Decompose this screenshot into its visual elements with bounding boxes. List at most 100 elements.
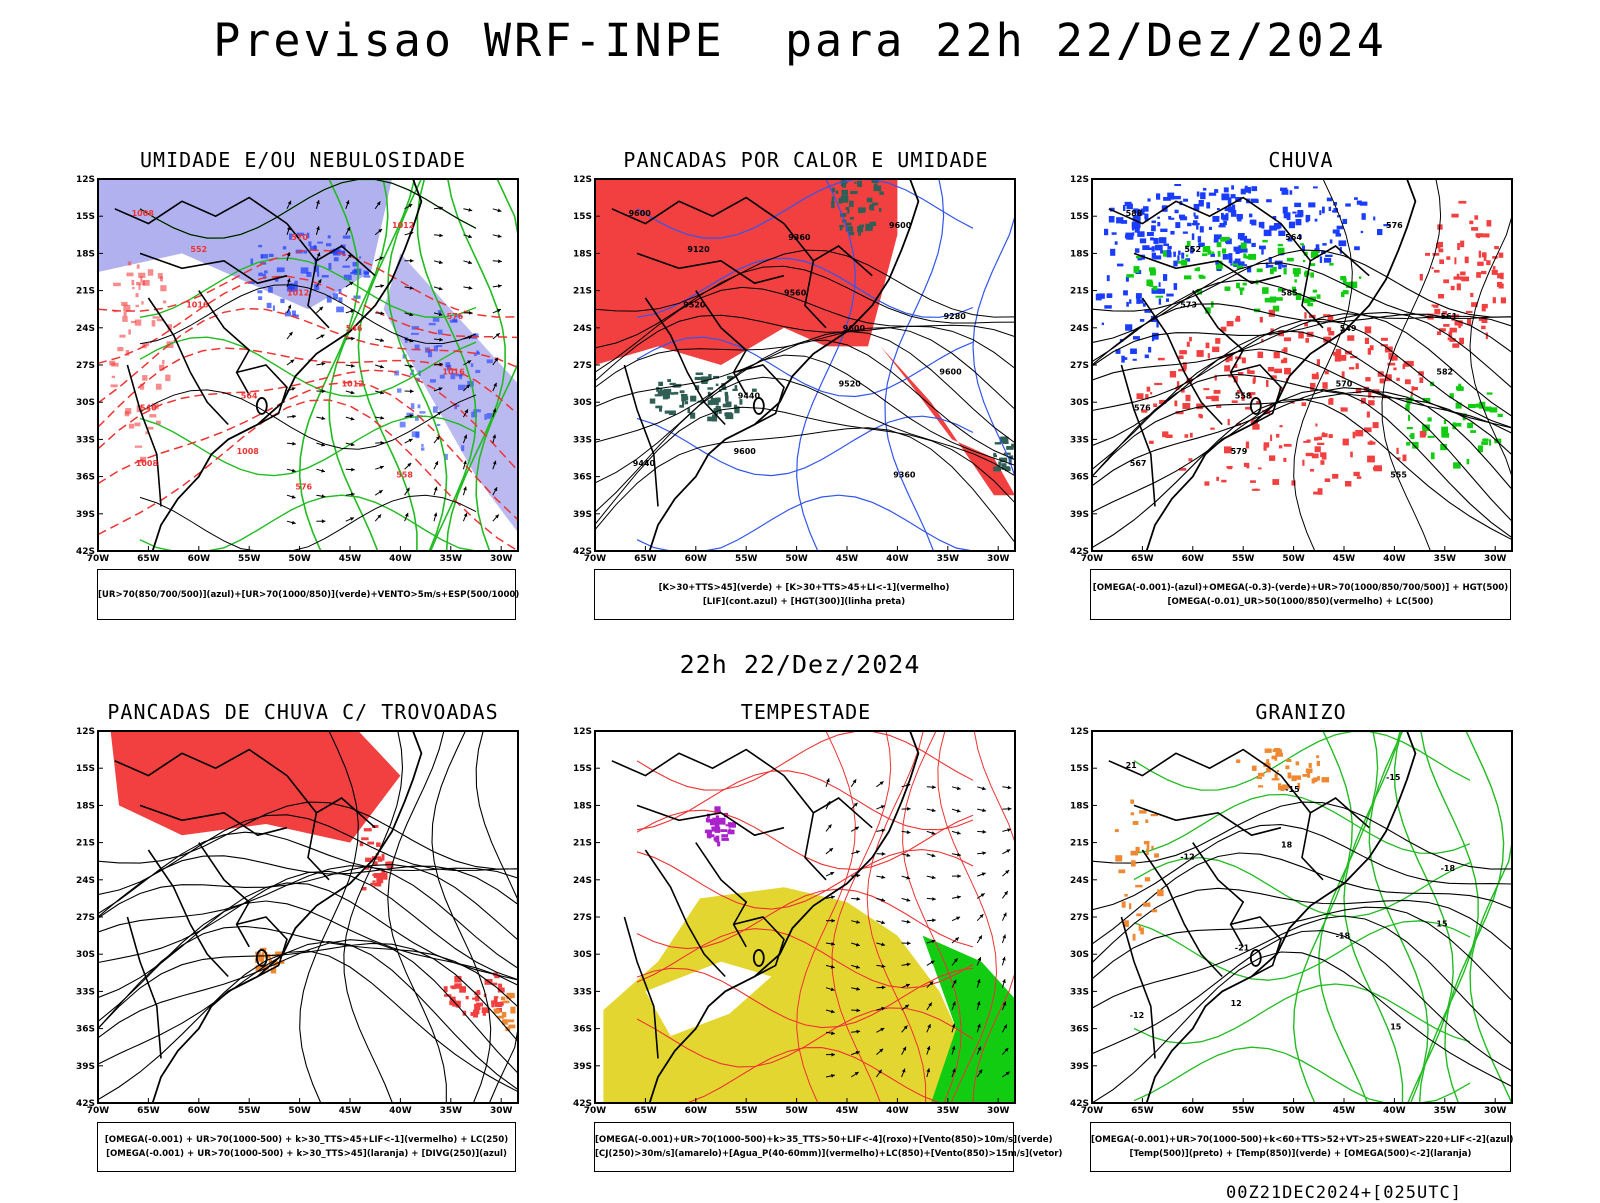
- panel-4-legend-line-1: [OMEGA(-0.001) + UR>70(1000-500) + k>30_…: [98, 1133, 515, 1147]
- precip-red-speck: [1476, 233, 1484, 237]
- longitude-label: 45W: [1333, 1106, 1356, 1116]
- red-contour-speck: [136, 305, 140, 307]
- precip-red-speck: [1154, 383, 1162, 385]
- humidity-core-speck: [314, 284, 319, 290]
- precip-red-speck: [1332, 474, 1338, 479]
- precip-red-speck: [1380, 378, 1385, 383]
- omega-blue-speck: [1115, 241, 1118, 245]
- precip-red-speck: [1244, 463, 1249, 467]
- contour-label: 9600: [843, 324, 866, 333]
- omega-blue-speck: [1320, 256, 1322, 263]
- panel-5-legend-line-1: [OMEGA(-0.001)+UR>70(1000-500)+k>35_TTS>…: [595, 1133, 1013, 1147]
- contour-label: 555: [1390, 471, 1407, 480]
- omega-blue-speck: [1214, 189, 1218, 193]
- longitude-label: 40W: [886, 1106, 909, 1116]
- omega-blue-speck: [1160, 229, 1167, 232]
- latitude-label: 30S: [1070, 950, 1089, 960]
- omega-green-speck: [1408, 415, 1410, 421]
- humidity-core-speck: [363, 271, 368, 275]
- latitude-label: 27S: [1070, 361, 1089, 371]
- latitude-label: 36S: [76, 1025, 95, 1035]
- instability-green-speck: [995, 442, 1001, 444]
- instability-green-speck: [831, 201, 835, 208]
- omega-blue-speck: [1282, 190, 1289, 195]
- latitude-label: 36S: [573, 473, 592, 483]
- precip-red-speck: [1355, 430, 1363, 437]
- precip-red-speck: [1189, 337, 1192, 342]
- omega-blue-speck: [1228, 253, 1232, 259]
- latitude-label: 39S: [1070, 1062, 1089, 1072]
- precip-red-speck: [1210, 428, 1214, 430]
- latitude-label: 18S: [76, 801, 95, 811]
- precip-red-speck: [1497, 282, 1502, 287]
- precip-red-speck: [1198, 414, 1201, 418]
- contour-label: -18: [1441, 864, 1456, 873]
- precip-red-speck: [1179, 355, 1184, 359]
- omega-green-speck: [1273, 267, 1277, 272]
- contour-label: 564: [241, 392, 258, 401]
- omega-orange-speck: [1131, 851, 1138, 856]
- omega-blue-speck: [1322, 243, 1326, 246]
- omega-blue-speck: [1147, 248, 1153, 251]
- omega-orange-speck: [1154, 853, 1159, 857]
- omega-orange-speck: [1236, 759, 1240, 763]
- latitude-label: 36S: [1070, 473, 1089, 483]
- instability-green-speck: [682, 399, 684, 405]
- contour-label: 15: [1436, 920, 1448, 929]
- precip-red-speck: [1260, 317, 1263, 323]
- omega-blue-speck: [1157, 222, 1160, 226]
- omega-blue-speck: [1137, 231, 1144, 237]
- latitude-label: 30S: [573, 950, 592, 960]
- instability-green-speck: [865, 228, 872, 231]
- omega-blue-speck: [1231, 194, 1236, 198]
- latitude-label: 24S: [573, 876, 592, 886]
- omega-orange-speck: [1122, 901, 1126, 907]
- thunderstorm-speck: [372, 880, 375, 882]
- longitude-label: 35W: [937, 1106, 960, 1116]
- precip-red-speck: [1365, 377, 1370, 381]
- thunderstorm-speck: [495, 1002, 503, 1007]
- thunderstorm-speck: [475, 996, 477, 1002]
- omega-blue-speck: [1145, 355, 1149, 359]
- precip-red-speck: [1274, 352, 1280, 358]
- omega-blue-speck: [1174, 184, 1181, 186]
- instability-green-speck: [867, 198, 873, 203]
- orange-speck: [510, 1007, 515, 1014]
- contour-label: 21: [1126, 761, 1138, 770]
- omega-blue-speck: [1156, 193, 1160, 199]
- thunderstorm-speck: [367, 842, 374, 845]
- omega-green-speck: [1241, 243, 1247, 249]
- red-contour-speck: [132, 280, 135, 285]
- precip-red-speck: [1197, 350, 1204, 357]
- humidity-core-speck: [308, 241, 311, 246]
- panel-2-legend-line-2: [LIF](cont.azul) + [HGT(300)](linha pret…: [595, 595, 1013, 609]
- panel-4-legend-line-2: [OMEGA(-0.001) + UR>70(1000-500) + k>30_…: [98, 1147, 515, 1161]
- contour-label: 9440: [633, 459, 656, 468]
- latitude-label: 30S: [573, 398, 592, 408]
- precip-red-speck: [1269, 455, 1275, 461]
- omega-green-speck: [1126, 274, 1134, 278]
- omega-orange-speck: [1312, 779, 1315, 784]
- longitude-label: 40W: [389, 554, 412, 564]
- omega-orange-speck: [1258, 773, 1265, 777]
- instability-green-speck: [690, 396, 696, 402]
- omega-blue-speck: [1237, 214, 1243, 219]
- omega-blue-speck: [1117, 264, 1123, 267]
- humidity-core-speck: [473, 409, 481, 412]
- omega-orange-speck: [1145, 820, 1148, 824]
- precip-red-speck: [1276, 434, 1279, 438]
- precip-red-speck: [1425, 253, 1430, 256]
- omega-blue-speck: [1238, 235, 1244, 239]
- precip-red-speck: [1486, 260, 1490, 265]
- omega-blue-speck: [1336, 233, 1342, 236]
- instability-green-speck: [667, 379, 671, 382]
- omega-green-speck: [1265, 298, 1272, 303]
- red-contour-speck: [135, 446, 142, 448]
- precip-red-speck: [1328, 331, 1334, 335]
- severe-storm-speck: [708, 835, 712, 839]
- precip-red-speck: [1454, 257, 1456, 264]
- latitude-label: 24S: [1070, 876, 1089, 886]
- omega-blue-speck: [1159, 298, 1161, 304]
- thunderstorm-speck: [476, 1003, 483, 1007]
- map-panel-granizo: 21181512-15-12-18-12-15-18-211512S15S18S…: [1052, 722, 1522, 1122]
